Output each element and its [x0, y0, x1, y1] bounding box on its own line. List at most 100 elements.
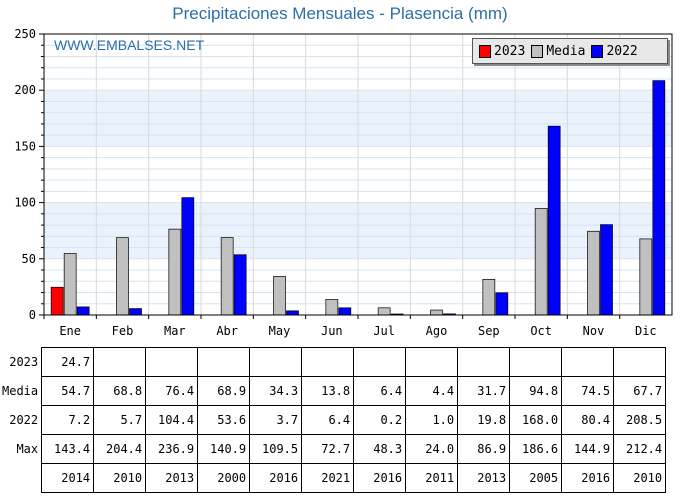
legend-label-2022: 2022 — [606, 43, 638, 59]
table-cell: 2013 — [457, 463, 511, 493]
table-cell: 144.9 — [561, 434, 615, 464]
table-cell: 109.5 — [249, 434, 303, 464]
table-cell — [301, 347, 355, 377]
table-cell: 208.5 — [613, 405, 667, 435]
bar-2023-ene — [50, 286, 64, 316]
table-cell: 2014 — [41, 463, 95, 493]
table-cell: 53.6 — [197, 405, 251, 435]
table-cell: 13.8 — [301, 376, 355, 406]
table-row: 2022 7.2 5.7 104.4 53.6 3.7 6.4 0.2 1.0 19.8 168.0… — [2, 405, 667, 435]
y-tick-label: 250 — [14, 27, 36, 41]
table-cell: 74.5 — [561, 376, 615, 406]
table-cell: 2000 — [197, 463, 251, 493]
bar-media-abr — [220, 237, 234, 316]
row-label — [2, 464, 42, 493]
legend: 2023 Media 2022 — [472, 38, 668, 64]
table-cell: 1.0 — [405, 405, 459, 435]
table-cell: 0.2 — [353, 405, 407, 435]
table-cell: 3.7 — [249, 405, 303, 435]
bar-2022-nov — [600, 224, 613, 316]
table-cell: 24.7 — [41, 347, 95, 377]
bar-media-sep — [482, 279, 496, 316]
table-cell: 7.2 — [41, 405, 95, 435]
x-tick-label: Jul — [373, 324, 395, 338]
x-tick-label: May — [269, 324, 291, 338]
bar-media-nov — [587, 230, 600, 316]
y-tick-label: 100 — [14, 196, 36, 210]
bar-2022-dic — [652, 80, 666, 316]
table-row: Max 143.4 204.4 236.9 140.9 109.5 72.7 48.3 24.0… — [2, 434, 667, 464]
table-cell — [405, 347, 459, 377]
y-tick-label: 0 — [29, 308, 36, 322]
bar-2022-mar — [181, 197, 195, 316]
x-tick-label: Sep — [478, 324, 500, 338]
table-cell — [561, 347, 615, 377]
table-cell: 2016 — [353, 463, 407, 493]
table-cell: 2011 — [405, 463, 459, 493]
table-cell: 31.7 — [457, 376, 511, 406]
table-cell: 68.8 — [93, 376, 147, 406]
x-tick-label: Abr — [216, 324, 238, 338]
bar-media-mar — [168, 228, 182, 316]
table-cell: 2016 — [249, 463, 303, 493]
legend-swatch-2023 — [479, 44, 491, 58]
table-cell: 5.7 — [93, 405, 147, 435]
grid-lines — [44, 34, 672, 315]
table-cell: 24.0 — [405, 434, 459, 464]
bar-media-oct — [534, 208, 548, 316]
table-cell: 2013 — [145, 463, 199, 493]
table-cell: 94.8 — [509, 376, 563, 406]
table-cell — [93, 347, 147, 377]
bar-2022-abr — [233, 254, 247, 316]
x-tick-label: Mar — [164, 324, 186, 338]
y-tick-label: 50 — [22, 252, 36, 266]
precipitation-chart: 0 50 100 150 200 250 Ene Feb Mar Abr May Jun Jul Ago… — [14, 27, 673, 338]
chart-title: Precipitaciones Mensuales - Plasencia (m… — [172, 4, 508, 23]
row-label: 2023 — [9, 355, 39, 369]
x-tick-label: Oct — [530, 324, 552, 338]
bar-media-jul — [377, 307, 391, 316]
table-cell — [509, 347, 563, 377]
y-tick-label: 150 — [14, 139, 36, 153]
table-cell: 76.4 — [145, 376, 199, 406]
table-cell: 34.3 — [249, 376, 303, 406]
legend-swatch-media — [531, 44, 544, 58]
x-tick-label: Ago — [426, 324, 448, 338]
x-tick-label: Nov — [583, 324, 605, 338]
table-row: 2023 24.7 — [2, 347, 667, 377]
x-tick-label: Dic — [635, 324, 657, 338]
x-tick-labels: Ene Feb Mar Abr May Jun Jul Ago Sep Oct Nov Dic — [59, 324, 656, 338]
table-cell — [249, 347, 303, 377]
table-cell — [613, 347, 667, 377]
table-cell: 186.6 — [509, 434, 563, 464]
bars — [50, 80, 666, 316]
table-cell: 143.4 — [41, 434, 95, 464]
table-cell: 4.4 — [405, 376, 459, 406]
data-table: 2023 24.7 Media 54.7 68.8 76.4 68.9 34.3 13.8 6.4… — [2, 347, 667, 493]
table-row: 2014 2010 2013 2000 2016 2021 2016 2011 2013 2005… — [2, 463, 667, 493]
table-cell: 212.4 — [613, 434, 667, 464]
table-cell — [353, 347, 407, 377]
legend-item-2023: 2023 — [479, 44, 525, 59]
table-cell: 236.9 — [145, 434, 199, 464]
table-cell: 67.7 — [613, 376, 667, 406]
table-cell: 19.8 — [457, 405, 511, 435]
table-cell — [197, 347, 251, 377]
bar-2022-may — [286, 310, 299, 316]
table-cell: 72.7 — [301, 434, 355, 464]
table-row: Media 54.7 68.8 76.4 68.9 34.3 13.8 6.4 4.4 31.7 9… — [2, 376, 667, 406]
legend-item-2022: 2022 — [591, 43, 638, 59]
x-tick-label: Ene — [59, 324, 81, 338]
row-label: Max — [16, 442, 39, 456]
table-cell: 2016 — [561, 463, 615, 493]
table-cell: 6.4 — [353, 376, 407, 406]
table-cell: 104.4 — [145, 405, 199, 435]
legend-label-2023: 2023 — [494, 43, 526, 59]
table-cell: 2005 — [509, 463, 563, 493]
bar-media-feb — [116, 237, 129, 316]
table-cell — [457, 347, 511, 377]
axes — [39, 33, 673, 319]
legend-item-media: Media — [531, 44, 585, 59]
bar-media-ene — [63, 253, 77, 316]
table-cell: 54.7 — [41, 376, 95, 406]
